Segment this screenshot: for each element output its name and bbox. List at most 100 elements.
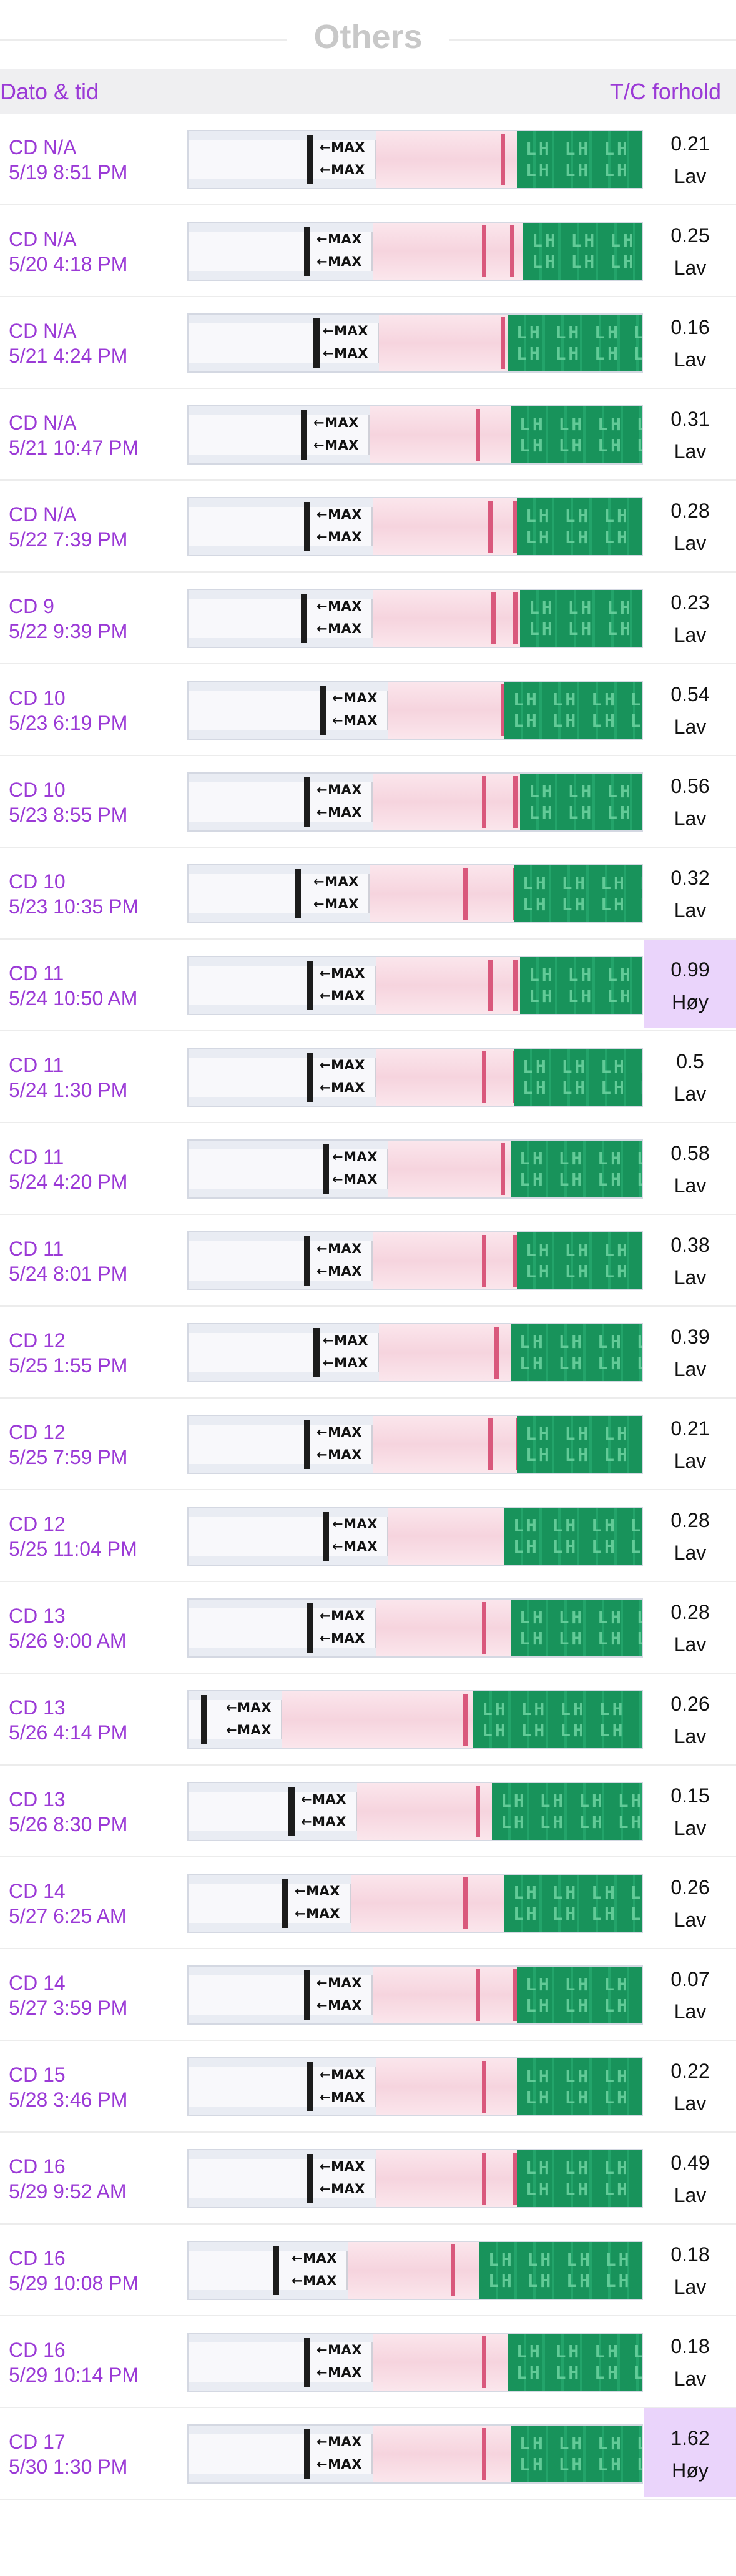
test-strip-image[interactable]: ←MAX ←MAX LH LH LH LH LH LH LH LH	[187, 222, 643, 281]
test-result-row[interactable]: CD N/A 5/20 4:18 PM ←MAX ←MAX LH LH LH LH LH…	[0, 205, 736, 297]
test-strip-image[interactable]: ←MAX ←MAX LH LH LH LH LH LH LH LH	[187, 1231, 643, 1290]
strip-lh-pad: LH LH LH LH LH LH LH LH	[517, 1232, 642, 1289]
test-datetime-label: 5/24 4:20 PM	[9, 1171, 128, 1193]
test-result-row[interactable]: CD 12 5/25 1:55 PM ←MAX ←MAX LH LH LH LH LH …	[0, 1307, 736, 1399]
lh-level-label: Lav	[674, 1450, 707, 1472]
test-result-row[interactable]: CD 12 5/25 11:04 PM ←MAX ←MAX LH LH LH LH LH…	[0, 1490, 736, 1582]
test-result-row[interactable]: CD 14 5/27 3:59 PM ←MAX ←MAX LH LH LH LH LH …	[0, 1949, 736, 2041]
test-result-row[interactable]: CD N/A 5/22 7:39 PM ←MAX ←MAX LH LH LH LH LH…	[0, 481, 736, 573]
test-strip-image[interactable]: ←MAX ←MAX LH LH LH LH LH LH LH LH	[187, 2424, 643, 2484]
strip-handle	[189, 1975, 373, 2015]
test-result-row[interactable]: CD 11 5/24 4:20 PM ←MAX ←MAX LH LH LH LH LH …	[0, 1123, 736, 1215]
strip-test-line	[513, 960, 518, 1011]
lh-level-label: Lav	[674, 1909, 707, 1931]
test-strip-image[interactable]: ←MAX ←MAX LH LH LH LH LH LH LH LH	[187, 1323, 643, 1382]
test-result-row[interactable]: CD 16 5/29 9:52 AM ←MAX ←MAX LH LH LH LH LH …	[0, 2133, 736, 2225]
strip-lh-pad: LH LH LH LH LH LH LH LH	[520, 774, 642, 830]
strip-max-bar	[307, 135, 313, 184]
test-result-row[interactable]: CD 13 5/26 4:14 PM ←MAX ←MAX LH LH LH LH LH …	[0, 1674, 736, 1766]
cycle-day-label: CD N/A	[9, 411, 77, 434]
strip-lh-text: LH LH LH LH LH LH LH LH	[529, 781, 633, 823]
test-result-row[interactable]: CD 14 5/27 6:25 AM ←MAX ←MAX LH LH LH LH LH …	[0, 1857, 736, 1949]
test-strip-image[interactable]: ←MAX ←MAX LH LH LH LH LH LH LH LH	[187, 2149, 643, 2208]
column-tc-ratio[interactable]: T/C forhold	[609, 79, 721, 104]
test-strip-image[interactable]: ←MAX ←MAX LH LH LH LH LH LH LH LH	[187, 1690, 643, 1749]
test-strip-image[interactable]: ←MAX ←MAX LH LH LH LH LH LH LH LH	[187, 2241, 643, 2300]
test-strip-image[interactable]: ←MAX ←MAX LH LH LH LH LH LH LH LH	[187, 1048, 643, 1107]
test-strip-image[interactable]: ←MAX ←MAX LH LH LH LH LH LH LH LH	[187, 1965, 643, 2025]
test-strip-image[interactable]: ←MAX ←MAX LH LH LH LH LH LH LH LH	[187, 1415, 643, 1474]
cycle-day-label: CD 12	[9, 1329, 66, 1352]
test-result-row[interactable]: CD 11 5/24 1:30 PM ←MAX ←MAX LH LH LH LH LH …	[0, 1031, 736, 1123]
tc-ratio-value: 0.21	[670, 1417, 710, 1440]
strip-test-line	[488, 1418, 493, 1470]
strip-lh-text: LH LH LH LH LH LH LH LH	[526, 1240, 630, 1282]
strip-lh-text: LH LH LH LH LH LH LH LH	[529, 597, 633, 639]
test-date-label: CD 11 5/24 10:50 AM	[9, 961, 184, 1011]
test-result-row[interactable]: CD 15 5/28 3:46 PM ←MAX ←MAX LH LH LH LH LH …	[0, 2041, 736, 2133]
test-strip-image[interactable]: ←MAX ←MAX LH LH LH LH LH LH LH LH	[187, 589, 643, 648]
tc-ratio-cell: 0.26 Lav	[644, 1674, 736, 1766]
test-date-label: CD 10 5/23 6:19 PM	[9, 686, 184, 735]
test-strip-image[interactable]: ←MAX ←MAX LH LH LH LH LH LH LH LH	[187, 497, 643, 556]
tc-ratio-cell: 0.28 Lav	[644, 481, 736, 573]
test-datetime-label: 5/23 6:19 PM	[9, 712, 128, 734]
strip-test-line	[482, 1235, 486, 1287]
test-result-row[interactable]: CD 11 5/24 10:50 AM ←MAX ←MAX LH LH LH LH LH…	[0, 940, 736, 1031]
tc-ratio-cell: 0.18 Lav	[644, 2225, 736, 2316]
test-date-label: CD 10 5/23 10:35 PM	[9, 869, 184, 919]
tc-ratio-value: 0.23	[670, 591, 710, 614]
test-result-row[interactable]: CD N/A 5/19 8:51 PM ←MAX ←MAX LH LH LH LH LH…	[0, 114, 736, 205]
test-result-row[interactable]: CD 13 5/26 8:30 PM ←MAX ←MAX LH LH LH LH LH …	[0, 1766, 736, 1857]
test-result-row[interactable]: CD N/A 5/21 10:47 PM ←MAX ←MAX LH LH LH LH L…	[0, 389, 736, 481]
strip-max-label: ←MAX	[320, 966, 365, 981]
test-strip-image[interactable]: ←MAX ←MAX LH LH LH LH LH LH LH LH	[187, 681, 643, 740]
test-strip-image[interactable]: ←MAX ←MAX LH LH LH LH LH LH LH LH	[187, 130, 643, 189]
test-result-row[interactable]: CD 13 5/26 9:00 AM ←MAX ←MAX LH LH LH LH LH …	[0, 1582, 736, 1674]
test-strip-image[interactable]: ←MAX ←MAX LH LH LH LH LH LH LH LH	[187, 1874, 643, 1933]
tc-ratio-cell: 0.54 Lav	[644, 664, 736, 756]
test-result-row[interactable]: CD 10 5/23 10:35 PM ←MAX ←MAX LH LH LH LH LH…	[0, 848, 736, 940]
test-result-row[interactable]: CD 16 5/29 10:08 PM ←MAX ←MAX LH LH LH LH LH…	[0, 2225, 736, 2316]
test-result-row[interactable]: CD 10 5/23 6:19 PM ←MAX ←MAX LH LH LH LH LH …	[0, 664, 736, 756]
test-result-row[interactable]: CD 17 5/30 1:30 PM ←MAX ←MAX LH LH LH LH LH …	[0, 2408, 736, 2500]
cycle-day-label: CD 17	[9, 2431, 66, 2453]
test-strip-image[interactable]: ←MAX ←MAX LH LH LH LH LH LH LH LH	[187, 405, 643, 465]
strip-max-label: ←MAX	[313, 438, 359, 453]
strip-lh-pad: LH LH LH LH LH LH LH LH	[504, 1875, 642, 1932]
strip-max-bar	[301, 410, 307, 460]
test-result-row[interactable]: CD N/A 5/21 4:24 PM ←MAX ←MAX LH LH LH LH LH…	[0, 297, 736, 389]
test-strip-image[interactable]: ←MAX ←MAX LH LH LH LH LH LH LH LH	[187, 2057, 643, 2116]
test-strip-image[interactable]: ←MAX ←MAX LH LH LH LH LH LH LH LH	[187, 1598, 643, 1658]
tc-ratio-cell: 0.38 Lav	[644, 1215, 736, 1307]
strip-max-label: ←MAX	[332, 1539, 378, 1554]
test-strip-image[interactable]: ←MAX ←MAX LH LH LH LH LH LH LH LH	[187, 1507, 643, 1566]
strip-lh-pad: LH LH LH LH LH LH LH LH	[523, 223, 642, 280]
strip-lh-text: LH LH LH LH LH LH LH LH	[513, 689, 643, 731]
lh-level-label: Lav	[674, 2367, 707, 2390]
lh-level-label: Høy	[672, 2459, 709, 2482]
test-strip-image[interactable]: ←MAX ←MAX LH LH LH LH LH LH LH LH	[187, 1139, 643, 1199]
test-result-row[interactable]: CD 11 5/24 8:01 PM ←MAX ←MAX LH LH LH LH LH …	[0, 1215, 736, 1307]
tc-ratio-value: 0.5	[676, 1050, 704, 1073]
test-strip-image[interactable]: ←MAX ←MAX LH LH LH LH LH LH LH LH	[187, 864, 643, 923]
strip-max-bar	[313, 1328, 320, 1377]
test-datetime-label: 5/25 11:04 PM	[9, 1538, 137, 1560]
lh-level-label: Lav	[674, 165, 707, 187]
test-result-row[interactable]: CD 10 5/23 8:55 PM ←MAX ←MAX LH LH LH LH LH …	[0, 756, 736, 848]
lh-level-label: Lav	[674, 2000, 707, 2023]
test-result-row[interactable]: CD 12 5/25 7:59 PM ←MAX ←MAX LH LH LH LH LH …	[0, 1399, 736, 1490]
test-strip-image[interactable]: ←MAX ←MAX LH LH LH LH LH LH LH LH	[187, 772, 643, 832]
test-strip-image[interactable]: ←MAX ←MAX LH LH LH LH LH LH LH LH	[187, 313, 643, 373]
test-result-row[interactable]: CD 9 5/22 9:39 PM ←MAX ←MAX LH LH LH LH LH L…	[0, 573, 736, 664]
strip-lh-text: LH LH LH LH LH LH LH LH	[519, 1148, 642, 1190]
strip-lh-text: LH LH LH LH LH LH LH LH	[532, 230, 636, 272]
strip-lh-text: LH LH LH LH LH LH LH LH	[513, 1515, 643, 1557]
column-date-time[interactable]: Dato & tid	[0, 79, 99, 104]
test-datetime-label: 5/24 10:50 AM	[9, 987, 138, 1010]
test-strip-image[interactable]: ←MAX ←MAX LH LH LH LH LH LH LH LH	[187, 1782, 643, 1841]
test-strip-image[interactable]: ←MAX ←MAX LH LH LH LH LH LH LH LH	[187, 2333, 643, 2392]
test-result-row[interactable]: CD 16 5/29 10:14 PM ←MAX ←MAX LH LH LH LH LH…	[0, 2316, 736, 2408]
strip-max-label: ←MAX	[320, 140, 365, 155]
test-strip-image[interactable]: ←MAX ←MAX LH LH LH LH LH LH LH LH	[187, 956, 643, 1015]
